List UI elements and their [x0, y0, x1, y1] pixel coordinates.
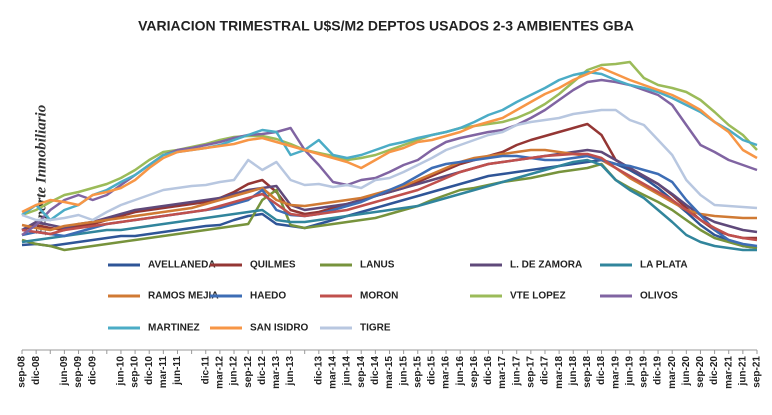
x-tick-label: mar-13	[271, 356, 282, 389]
x-tick-label: jun-18	[568, 356, 579, 387]
x-tick-label: dic-17	[540, 356, 551, 385]
x-tick-label: mar-20	[667, 356, 678, 389]
series-line	[21, 148, 758, 234]
series-line	[21, 108, 758, 222]
x-tick-label: dic-19	[653, 356, 664, 385]
chart-title: VARIACION TRIMESTRAL U$S/M2 DEPTOS USADO…	[138, 18, 634, 34]
x-tick-label: dic-11	[200, 356, 211, 385]
legend-label: LANUS	[360, 260, 395, 271]
x-tick-label: dic-13	[313, 356, 324, 385]
x-tick-label: dic-20	[709, 356, 720, 385]
x-tick-label: mar-21	[723, 356, 734, 389]
legend-label: MARTINEZ	[148, 323, 200, 334]
series-line	[21, 158, 757, 252]
x-tick-label: sep-12	[243, 356, 254, 388]
x-tick-label: sep-08	[17, 356, 28, 388]
x-tick-label: sep-17	[525, 356, 536, 388]
x-tick-label: jun-20	[681, 356, 692, 387]
legend-label: OLIVOS	[640, 291, 678, 302]
x-tick-label: mar-12	[215, 356, 226, 389]
x-tick-label: dic-12	[257, 356, 268, 385]
x-tick-label: jun-15	[398, 356, 409, 387]
x-tick-label: dic-08	[31, 356, 42, 385]
x-tick-label: jun-13	[285, 356, 296, 387]
legend-label: HAEDO	[250, 291, 286, 302]
x-tick-label: jun-10	[116, 356, 127, 387]
x-tick-label: sep-20	[695, 356, 706, 388]
x-tick-label: sep-09	[73, 356, 84, 388]
x-tick-label: mar-11	[158, 356, 169, 389]
x-tick-label: dic-09	[87, 356, 98, 385]
legend-label: RAMOS MEJIA	[148, 291, 219, 302]
x-tick-label: sep-14	[356, 356, 367, 388]
legend-label: MORON	[360, 291, 398, 302]
x-tick-label: jun-17	[511, 356, 522, 387]
x-tick-label: sep-15	[412, 356, 423, 388]
series-line	[21, 60, 758, 217]
x-tick-label: mar-16	[441, 356, 452, 389]
x-tick-label: dic-14	[370, 356, 381, 385]
x-tick-label: mar-15	[384, 356, 395, 389]
series-line	[21, 70, 758, 222]
x-tick-label: jun-09	[59, 356, 70, 387]
x-tick-label: sep-18	[582, 356, 593, 388]
x-tick-label: jun-12	[229, 356, 240, 387]
x-tick-label: jun-19	[624, 356, 635, 387]
legend-label: VTE LOPEZ	[510, 291, 566, 302]
x-tick-label: jun-14	[342, 356, 353, 387]
legend-label: LA PLATA	[640, 260, 688, 271]
series-line	[21, 162, 758, 252]
legend-label: SAN ISIDRO	[250, 323, 309, 334]
series-line	[21, 158, 758, 250]
series-line	[21, 152, 758, 242]
legend-label: QUILMES	[250, 260, 296, 271]
x-tick-label: jun-11	[172, 356, 183, 386]
legend-label: L. DE ZAMORA	[510, 260, 582, 271]
legend-label: TIGRE	[360, 323, 391, 334]
x-tick-label: sep-19	[639, 356, 650, 388]
x-tick-label: jun-21	[738, 356, 749, 387]
x-tick-label: dic-18	[596, 356, 607, 385]
x-tick-label: dic-10	[144, 356, 155, 385]
x-tick-label: sep-21	[752, 356, 763, 388]
x-tick-label: sep-16	[469, 356, 480, 388]
x-tick-label: mar-14	[328, 356, 339, 389]
x-tick-label: dic-16	[483, 356, 494, 385]
x-tick-label: jun-16	[455, 356, 466, 387]
x-tick-label: mar-18	[554, 356, 565, 389]
x-tick-label: mar-17	[497, 356, 508, 389]
x-tick-label: sep-10	[130, 356, 141, 388]
series-line	[21, 66, 758, 214]
legend-label: AVELLANEDA	[148, 260, 216, 271]
x-tick-label: dic-15	[427, 356, 438, 385]
x-tick-label: mar-19	[610, 356, 621, 389]
